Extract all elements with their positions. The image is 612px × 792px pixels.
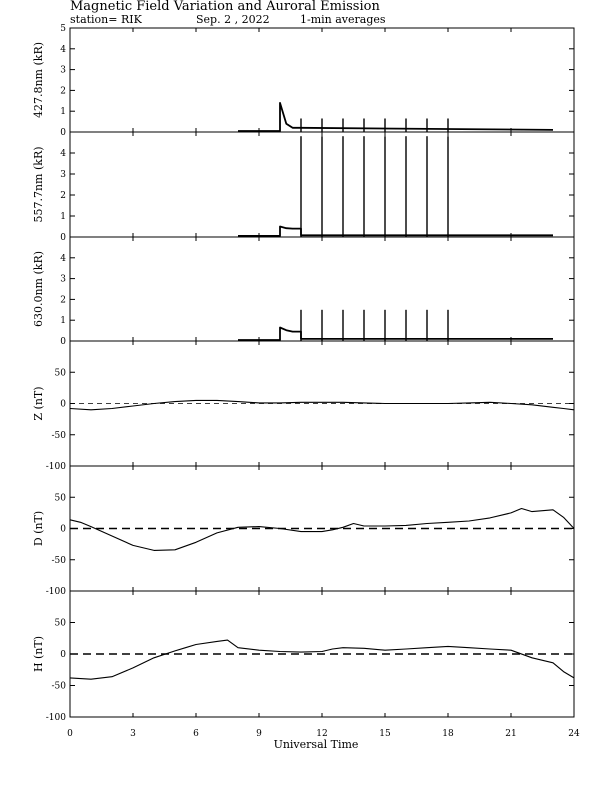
y-tick-label: 1 — [60, 212, 66, 222]
y-tick-label: 2 — [60, 295, 66, 305]
y-tick-label: 2 — [60, 86, 66, 96]
x-tick-label: 18 — [442, 729, 454, 739]
y-tick-label: -100 — [46, 587, 66, 597]
series-line — [69, 399, 575, 411]
station-label: station= RIK — [70, 13, 142, 26]
series-line — [238, 326, 553, 341]
y-tick-label: -50 — [52, 431, 67, 441]
y-tick-label: 5 — [60, 24, 66, 34]
y-tick-label: 0 — [60, 525, 66, 535]
y-axis-label: 557.7nm (kR) — [32, 146, 45, 222]
x-tick-label: 0 — [67, 729, 73, 739]
y-axis-label: D (nT) — [32, 511, 45, 546]
averaging-label: 1-min averages — [300, 13, 386, 26]
x-tick-label: 24 — [568, 729, 580, 739]
y-tick-label: 3 — [60, 275, 66, 285]
series-line — [238, 225, 553, 237]
y-tick-label: 0 — [60, 233, 66, 243]
date-label: Sep. 2 , 2022 — [196, 13, 270, 26]
y-axis-label: 427.8nm (kR) — [32, 42, 45, 118]
y-tick-label: 0 — [60, 400, 66, 410]
y-tick-label: -100 — [46, 713, 66, 723]
series-line — [69, 507, 575, 551]
y-tick-label: 0 — [60, 128, 66, 138]
y-tick-label: -100 — [46, 462, 66, 472]
y-tick-label: 50 — [55, 368, 67, 378]
y-axis-label: Z (nT) — [32, 386, 45, 420]
y-tick-label: 0 — [60, 337, 66, 347]
y-tick-label: 0 — [60, 650, 66, 660]
x-axis-label: Universal Time — [274, 738, 359, 751]
y-tick-label: 4 — [60, 254, 66, 264]
series-line — [69, 639, 575, 680]
y-tick-label: 3 — [60, 170, 66, 180]
x-tick-label: 12 — [316, 729, 327, 739]
x-tick-label: 21 — [505, 729, 516, 739]
y-tick-label: 4 — [60, 149, 66, 159]
x-tick-label: 15 — [379, 729, 391, 739]
y-tick-label: 50 — [55, 619, 67, 629]
y-axis-label: 630.0nm (kR) — [32, 251, 45, 327]
series-line — [238, 102, 554, 132]
y-tick-label: 50 — [55, 493, 67, 503]
y-axis-label: H (nT) — [32, 636, 45, 672]
y-tick-label: -50 — [52, 556, 67, 566]
y-tick-label: 4 — [60, 45, 66, 55]
y-tick-label: -50 — [52, 682, 67, 692]
y-tick-label: 2 — [60, 191, 66, 201]
x-tick-label: 3 — [130, 729, 136, 739]
chart-title: Magnetic Field Variation and Auroral Emi… — [70, 0, 380, 14]
y-tick-label: 3 — [60, 66, 66, 76]
x-tick-label: 9 — [256, 729, 262, 739]
x-tick-label: 6 — [193, 729, 199, 739]
y-tick-label: 1 — [60, 316, 66, 326]
y-tick-label: 1 — [60, 107, 66, 117]
panel-0-frame — [69, 27, 575, 133]
